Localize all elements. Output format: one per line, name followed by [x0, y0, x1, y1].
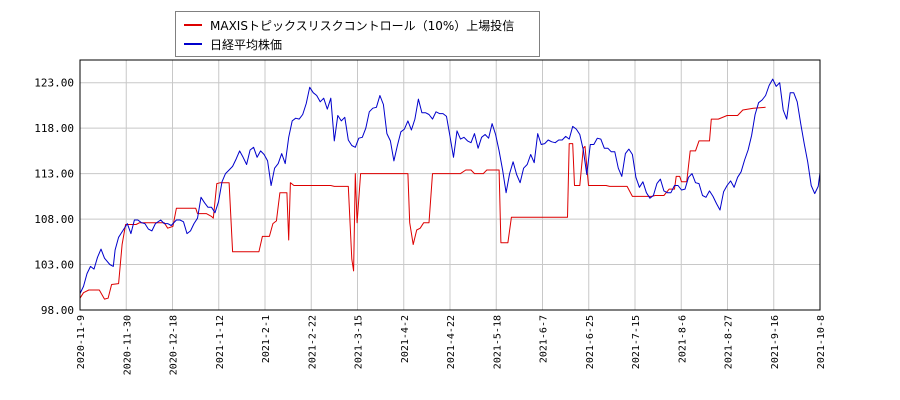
x-tick-label: 2021-8-6: [677, 315, 688, 363]
x-tick-label: 2021-9-16: [770, 315, 781, 369]
legend-item-maxis: MAXISトピックスリスクコントロール（10%）上場投信: [184, 16, 514, 34]
y-axis-ticks: 98.00 103.00 108.00 113.00 118.00 123.00: [34, 77, 74, 317]
x-tick-label: 2021-4-22: [446, 315, 457, 369]
legend-swatch-nikkei: [184, 43, 202, 45]
x-tick-label: 2021-2-1: [261, 315, 272, 363]
x-tick-label: 2021-6-7: [539, 315, 550, 363]
x-tick-label: 2021-3-15: [354, 315, 365, 369]
x-tick-label: 2021-6-25: [585, 315, 596, 369]
x-tick-label: 2021-10-8: [816, 315, 827, 369]
plot-frame: [79, 59, 821, 311]
y-tick-label: 103.00: [34, 259, 74, 272]
legend-swatch-maxis: [184, 24, 202, 26]
series-line-maxis: [79, 106, 766, 300]
x-tick-label: 2020-12-18: [169, 315, 180, 375]
y-tick-label: 123.00: [34, 77, 74, 90]
y-tick-label: 118.00: [34, 122, 74, 135]
x-tick-label: 2021-7-15: [631, 315, 642, 369]
series-line-nikkei: [79, 78, 821, 294]
legend: MAXISトピックスリスクコントロール（10%）上場投信 日経平均株価: [175, 11, 540, 57]
legend-label-nikkei: 日経平均株価: [210, 37, 283, 52]
x-tick-label: 2021-4-2: [400, 315, 411, 363]
y-tick-label: 113.00: [34, 168, 74, 181]
y-tick-label: 98.00: [41, 304, 74, 317]
x-axis-ticks: 2020-11-9 2020-11-30 2020-12-18 2021-1-12 20…: [76, 315, 827, 375]
x-tick-label: 2021-1-12: [215, 315, 226, 369]
series-lines: [79, 78, 821, 300]
x-tick-label: 2020-11-9: [76, 315, 87, 369]
x-tick-label: 2020-11-30: [122, 315, 133, 375]
legend-item-nikkei: 日経平均株価: [184, 35, 282, 53]
x-tick-label: 2021-5-18: [492, 315, 503, 369]
y-tick-label: 108.00: [34, 213, 74, 226]
x-tick-label: 2021-2-22: [307, 315, 318, 369]
x-tick-label: 2021-8-27: [724, 315, 735, 369]
grid-lines: [79, 60, 821, 311]
legend-label-maxis: MAXISトピックスリスクコントロール（10%）上場投信: [210, 18, 515, 33]
